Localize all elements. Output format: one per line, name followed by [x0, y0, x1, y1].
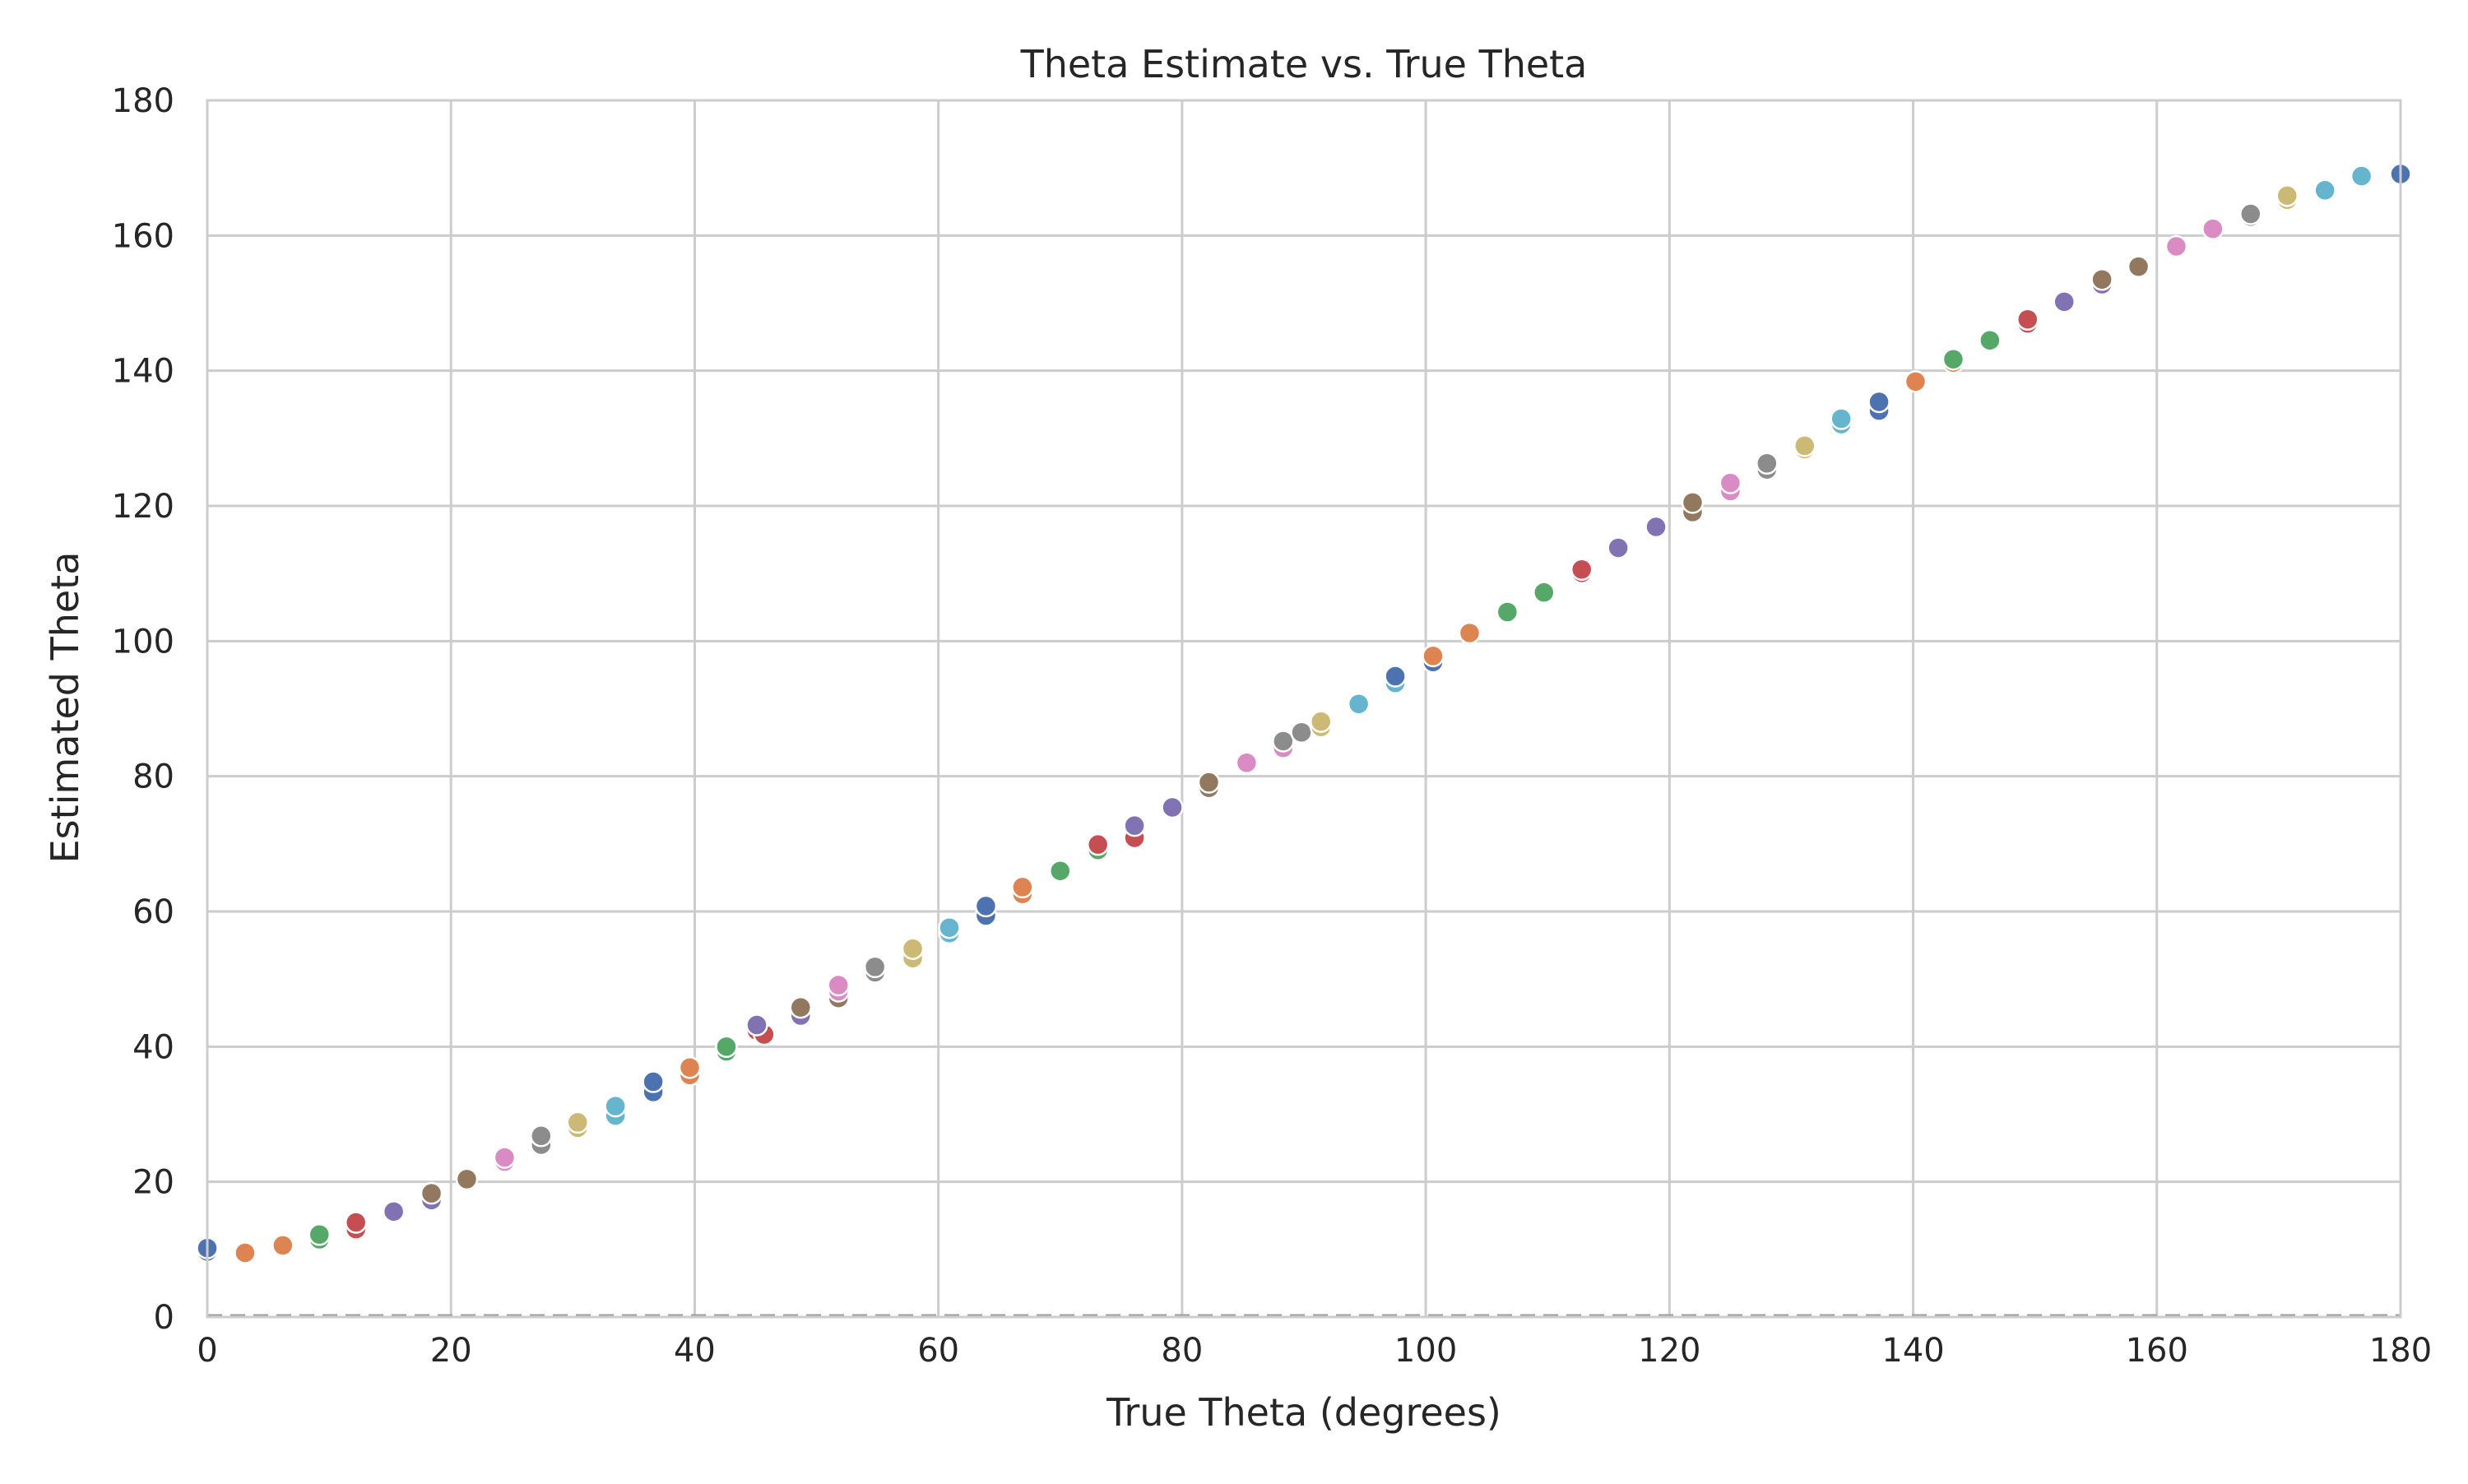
- y-tick-labels: 0 20 40 60 80 100 120 140 160 180: [112, 82, 174, 1337]
- data-point: [1123, 814, 1146, 837]
- data-point: [1830, 407, 1853, 430]
- data-point: [2090, 267, 2113, 291]
- data-point: [1793, 434, 1816, 457]
- data-point: [234, 1241, 257, 1264]
- data-point: [604, 1094, 627, 1118]
- grid: [207, 100, 2401, 1317]
- data-point: [901, 937, 925, 960]
- y-axis-label: Estimated Theta: [43, 552, 87, 864]
- data-point: [455, 1167, 479, 1191]
- data-point: [566, 1111, 590, 1134]
- data-point: [1979, 328, 2002, 352]
- data-point: [1681, 491, 1705, 514]
- data-point: [308, 1223, 332, 1246]
- y-tick-label: 80: [132, 758, 174, 796]
- plot-frame: [206, 99, 2402, 1319]
- data-point: [1941, 347, 1965, 371]
- y-tick-label: 140: [112, 353, 174, 391]
- y-tick-label: 160: [112, 217, 174, 255]
- data-point: [1570, 558, 1594, 581]
- data-point: [2350, 165, 2373, 188]
- x-tick-label: 100: [1394, 1332, 1457, 1370]
- data-point: [1607, 536, 1630, 559]
- chart-title: Theta Estimate vs. True Theta: [1020, 42, 1588, 86]
- data-point: [530, 1125, 553, 1148]
- data-point: [863, 955, 887, 979]
- x-tick-labels: 0 20 40 60 80 100 120 140 160 180: [197, 1332, 2432, 1370]
- x-tick-label: 140: [1881, 1332, 1944, 1370]
- data-point: [382, 1200, 406, 1223]
- data-point: [1235, 751, 1259, 774]
- data-point: [1496, 601, 1519, 624]
- data-point: [1197, 771, 1221, 794]
- data-point: [2053, 290, 2076, 313]
- data-point: [2127, 255, 2150, 278]
- data-point: [1533, 581, 1556, 604]
- data-point: [642, 1070, 665, 1093]
- data-point: [974, 894, 998, 918]
- x-tick-label: 180: [2369, 1332, 2432, 1370]
- data-point: [271, 1234, 295, 1257]
- y-tick-label: 20: [132, 1164, 174, 1202]
- data-point: [2275, 184, 2299, 207]
- y-tick-label: 0: [154, 1299, 174, 1337]
- data-point: [1309, 710, 1333, 733]
- data-point: [1290, 721, 1313, 744]
- data-point: [827, 973, 850, 997]
- y-tick-label: 40: [132, 1028, 174, 1066]
- data-point: [1422, 644, 1445, 668]
- data-point: [1049, 859, 1072, 883]
- data-point: [1347, 692, 1371, 716]
- y-tick-label: 120: [112, 488, 174, 526]
- x-tick-label: 20: [430, 1332, 472, 1370]
- y-tick-label: 180: [112, 82, 174, 120]
- data-point: [1867, 390, 1890, 414]
- data-point: [1719, 471, 1742, 494]
- data-point: [1161, 795, 1184, 819]
- data-point: [715, 1035, 738, 1059]
- data-point: [678, 1056, 702, 1079]
- data-point: [1458, 621, 1482, 645]
- data-point: [493, 1146, 517, 1169]
- data-point: [2313, 179, 2336, 202]
- y-tick-label: 60: [132, 893, 174, 931]
- data-point: [789, 995, 813, 1019]
- data-point: [1086, 832, 1110, 856]
- x-axis-label: True Theta (degrees): [1106, 1390, 1501, 1435]
- x-tick-label: 40: [674, 1332, 716, 1370]
- data-point: [344, 1211, 368, 1234]
- data-point: [1904, 370, 1928, 393]
- x-tick-label: 80: [1161, 1332, 1203, 1370]
- x-tick-label: 0: [197, 1332, 217, 1370]
- data-point: [1384, 665, 1407, 688]
- data-point: [1011, 875, 1034, 899]
- x-tick-label: 120: [1638, 1332, 1700, 1370]
- data-point: [2016, 308, 2039, 331]
- data-point: [745, 1013, 768, 1036]
- data-point: [1272, 730, 1295, 753]
- y-tick-label: 100: [112, 623, 174, 661]
- data-point: [2201, 217, 2224, 240]
- data-point: [938, 916, 961, 939]
- data-points: [196, 162, 2412, 1264]
- x-tick-label: 60: [917, 1332, 959, 1370]
- x-tick-label: 160: [2126, 1332, 2188, 1370]
- data-point: [420, 1181, 443, 1205]
- data-point: [2164, 234, 2188, 258]
- data-point: [1645, 515, 1668, 539]
- data-point: [1756, 452, 1779, 475]
- data-point: [2239, 202, 2262, 225]
